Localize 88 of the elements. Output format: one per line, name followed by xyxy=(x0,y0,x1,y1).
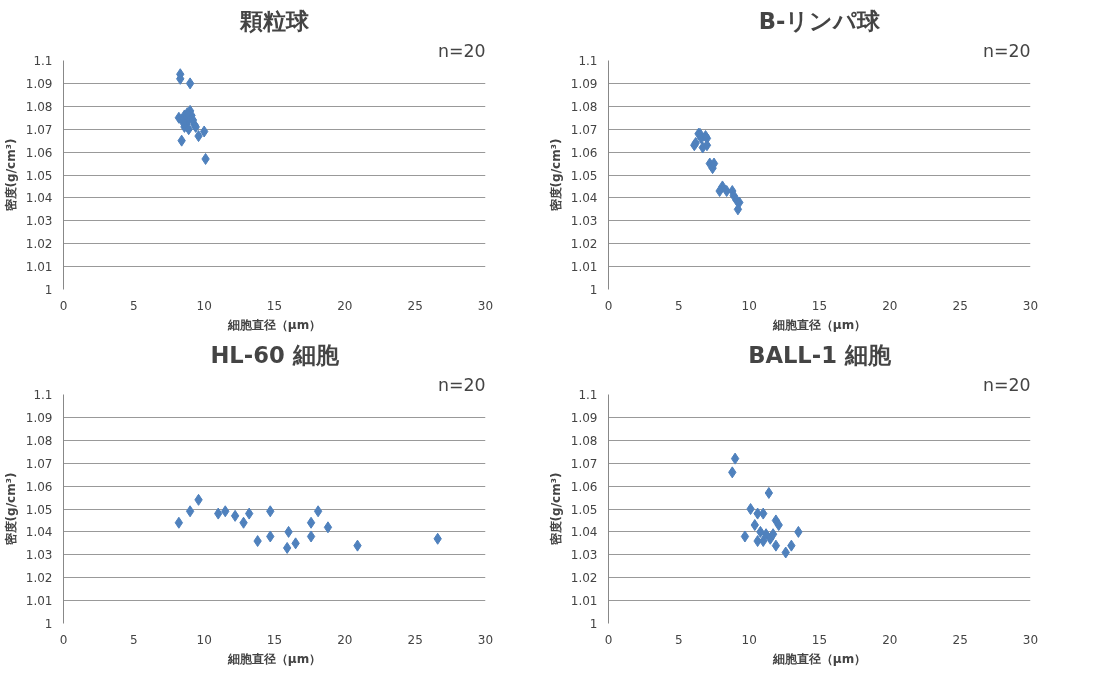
text: n=20 xyxy=(437,374,486,395)
x-tick-label: 10 xyxy=(741,298,757,313)
y-tick-label: 1.04 xyxy=(25,525,53,540)
x-tick-label: 20 xyxy=(337,632,353,647)
y-tick-label: 1.05 xyxy=(570,502,598,517)
y-tick-label: 1.01 xyxy=(570,594,598,609)
x-axis-title: 細胞直径（μm） xyxy=(771,317,867,332)
y-tick-label: 1.08 xyxy=(25,433,53,448)
y-tick-label: 1.04 xyxy=(570,191,598,206)
y-tick-label: 1.03 xyxy=(570,214,598,229)
y-axis-title: 密度(g/cm³) xyxy=(548,138,563,212)
x-tick-label: 25 xyxy=(952,298,968,313)
y-tick-label: 1.08 xyxy=(25,99,53,114)
y-tick-label: 1 xyxy=(44,283,53,297)
y-tick-label: 1.01 xyxy=(25,594,53,609)
y-tick-label: 1.07 xyxy=(570,456,598,471)
x-tick-label: 10 xyxy=(196,632,212,647)
y-tick-label: 1.02 xyxy=(570,237,598,252)
chart-title: 顆粒球 xyxy=(239,7,310,34)
y-tick-label: 1.04 xyxy=(570,525,598,540)
text: n=20 xyxy=(437,40,486,61)
x-tick-label: 0 xyxy=(604,632,613,647)
x-tick-label: 10 xyxy=(741,632,757,647)
x-tick-label: 5 xyxy=(130,632,138,647)
x-tick-label: 30 xyxy=(1022,298,1039,313)
x-tick-label: 20 xyxy=(882,298,898,313)
x-tick-label: 15 xyxy=(811,632,828,647)
y-tick-label: 1.09 xyxy=(25,410,53,425)
y-tick-label: 1.09 xyxy=(570,410,598,425)
x-tick-label: 15 xyxy=(266,298,283,313)
text: n=20 xyxy=(982,40,1031,61)
x-axis-title: 細胞直径（μm） xyxy=(771,651,867,666)
x-tick-label: 25 xyxy=(952,632,968,647)
chart-title: B-リンパ球 xyxy=(758,7,882,34)
y-axis-title: 密度(g/cm³) xyxy=(548,472,563,546)
y-axis-title: 密度(g/cm³) xyxy=(3,138,18,212)
y-tick-label: 1.02 xyxy=(25,237,53,252)
y-tick-label: 1.06 xyxy=(570,479,598,494)
y-tick-label: 1.08 xyxy=(570,433,598,448)
y-tick-label: 1.1 xyxy=(578,388,598,402)
x-tick-label: 0 xyxy=(604,298,613,313)
y-tick-label: 1.1 xyxy=(33,54,53,68)
y-tick-label: 1.07 xyxy=(570,122,598,137)
y-tick-label: 1.07 xyxy=(25,456,53,471)
y-tick-label: 1.01 xyxy=(570,260,598,275)
y-tick-label: 1 xyxy=(589,283,598,297)
x-axis-title: 細胞直径（μm） xyxy=(226,317,322,332)
chart-title: BALL-1 細胞 xyxy=(748,341,892,368)
y-tick-label: 1.02 xyxy=(570,571,598,586)
y-axis-title: 密度(g/cm³) xyxy=(3,472,18,546)
x-tick-label: 25 xyxy=(407,632,423,647)
y-tick-label: 1.03 xyxy=(570,548,598,563)
y-tick-label: 1.03 xyxy=(25,214,53,229)
y-tick-label: 1.09 xyxy=(25,76,53,91)
y-tick-label: 1.03 xyxy=(25,548,53,563)
x-tick-label: 30 xyxy=(477,632,494,647)
chart-title: HL-60 細胞 xyxy=(210,341,340,368)
y-tick-label: 1.05 xyxy=(25,168,53,183)
y-tick-label: 1 xyxy=(589,617,598,631)
x-tick-label: 0 xyxy=(59,298,68,313)
x-tick-label: 5 xyxy=(675,632,683,647)
y-tick-label: 1.06 xyxy=(25,479,53,494)
x-tick-label: 20 xyxy=(882,632,898,647)
text: n=20 xyxy=(982,374,1031,395)
y-tick-label: 1.09 xyxy=(570,76,598,91)
y-tick-label: 1.06 xyxy=(25,145,53,160)
y-tick-label: 1.1 xyxy=(578,54,598,68)
y-tick-label: 1.07 xyxy=(25,122,53,137)
y-tick-label: 1.1 xyxy=(33,388,53,402)
x-tick-label: 10 xyxy=(196,298,212,313)
x-tick-label: 20 xyxy=(337,298,353,313)
y-tick-label: 1.05 xyxy=(25,502,53,517)
x-axis-title: 細胞直径（μm） xyxy=(226,651,322,666)
y-tick-label: 1.04 xyxy=(25,191,53,206)
y-tick-label: 1.08 xyxy=(570,99,598,114)
x-tick-label: 30 xyxy=(1022,632,1039,647)
y-tick-label: 1.06 xyxy=(570,145,598,160)
x-tick-label: 0 xyxy=(59,632,68,647)
x-tick-label: 5 xyxy=(675,298,683,313)
y-tick-label: 1.02 xyxy=(25,571,53,586)
x-tick-label: 30 xyxy=(477,298,494,313)
y-tick-label: 1.01 xyxy=(25,260,53,275)
y-tick-label: 1 xyxy=(44,617,53,631)
x-tick-label: 25 xyxy=(407,298,423,313)
x-tick-label: 15 xyxy=(266,632,283,647)
x-tick-label: 15 xyxy=(811,298,828,313)
x-tick-label: 5 xyxy=(130,298,138,313)
y-tick-label: 1.05 xyxy=(570,168,598,183)
